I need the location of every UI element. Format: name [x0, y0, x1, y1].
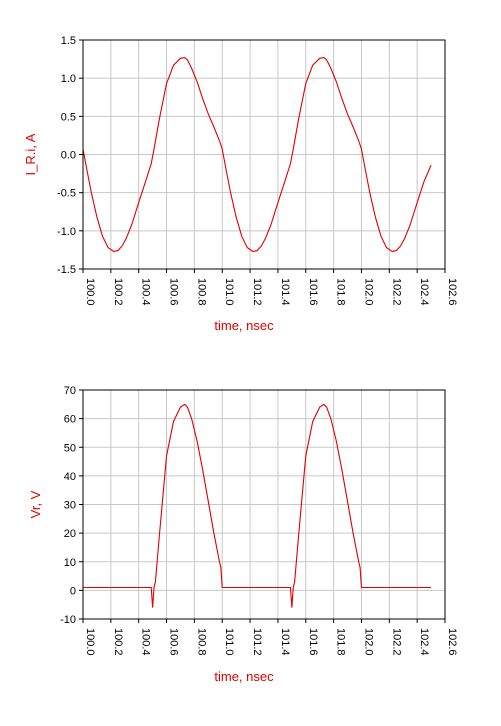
- y-tick-label: -0.5: [57, 188, 76, 200]
- x-tick-label: 102.6: [446, 278, 458, 306]
- y-tick-label: 1.5: [61, 35, 76, 47]
- x-tick-label: 101.8: [335, 628, 347, 656]
- x-tick-label: 101.6: [307, 278, 319, 306]
- x-tick-label: 102.0: [362, 278, 374, 306]
- x-tick-label: 101.4: [279, 628, 291, 656]
- chart-current: 1.5 1.0 0.5 0.0 -0.5 -1.0 -1.5 100.0 100.2 100.4…: [23, 35, 458, 333]
- x-tick-label: 100.4: [140, 278, 152, 306]
- y-tick-label: 20: [64, 528, 76, 540]
- x-tick-label: 101.6: [307, 628, 319, 656]
- y-tick-label: 60: [64, 414, 76, 426]
- x-tick-label: 102.2: [390, 278, 402, 306]
- x-tick-label: 101.2: [251, 278, 263, 306]
- y-tick-label: -1.5: [57, 264, 76, 276]
- y-tick-label: 0.0: [61, 150, 76, 162]
- x-tick-label: 102.2: [390, 628, 402, 656]
- chart-current-y-axis-label: I_R.i, A: [23, 133, 38, 175]
- x-tick-label: 101.0: [223, 278, 235, 306]
- x-tick-label: 100.8: [195, 628, 207, 656]
- y-tick-label: 50: [64, 442, 76, 454]
- x-tick-label: 101.2: [251, 628, 263, 656]
- x-tick-label: 101.0: [223, 628, 235, 656]
- x-tick-label: 100.2: [112, 278, 124, 306]
- y-tick-label: 40: [64, 471, 76, 483]
- x-tick-label: 102.6: [446, 628, 458, 656]
- chart-voltage-x-axis-label: time, nsec: [214, 669, 274, 684]
- y-tick-label: 70: [64, 385, 76, 397]
- x-tick-label: 100.8: [195, 278, 207, 306]
- x-tick-label: 102.4: [418, 278, 430, 306]
- y-tick-label: 10: [64, 557, 76, 569]
- y-tick-label: 30: [64, 500, 76, 512]
- chart-voltage-trace: [83, 403, 432, 608]
- x-tick-label: 101.4: [279, 278, 291, 306]
- y-tick-label: -10: [60, 614, 76, 626]
- chart-current-grid: [83, 40, 445, 269]
- y-tick-label: 0: [70, 585, 76, 597]
- chart-voltage-y-axis-label: Vr, V: [28, 490, 43, 518]
- y-tick-label: 0.5: [61, 111, 76, 123]
- chart-current-x-axis-label: time, nsec: [214, 318, 274, 333]
- chart-voltage-x-ticks: 100.0 100.2 100.4 100.6 100.8 101.0 101.2 101.4…: [82, 619, 458, 656]
- x-tick-label: 102.0: [362, 628, 374, 656]
- y-tick-label: 1.0: [61, 73, 76, 85]
- x-tick-label: 100.0: [84, 278, 96, 306]
- x-tick-label: 102.4: [418, 628, 430, 656]
- x-tick-label: 100.6: [168, 278, 180, 306]
- chart-voltage-y-ticks: 70 60 50 40 30 20 10 0 -10: [60, 385, 83, 626]
- chart-current-trace: [82, 56, 432, 253]
- x-tick-label: 100.2: [112, 628, 124, 656]
- x-tick-label: 100.0: [84, 628, 96, 656]
- chart-current-x-ticks: 100.0 100.2 100.4 100.6 100.8 101.0 101.2 101.4…: [82, 269, 458, 306]
- x-tick-label: 100.6: [168, 628, 180, 656]
- chart-voltage-grid: [83, 390, 445, 619]
- chart-current-y-ticks: 1.5 1.0 0.5 0.0 -0.5 -1.0 -1.5: [57, 35, 83, 276]
- y-tick-label: -1.0: [57, 226, 76, 238]
- x-tick-label: 101.8: [335, 278, 347, 306]
- x-tick-label: 100.4: [140, 628, 152, 656]
